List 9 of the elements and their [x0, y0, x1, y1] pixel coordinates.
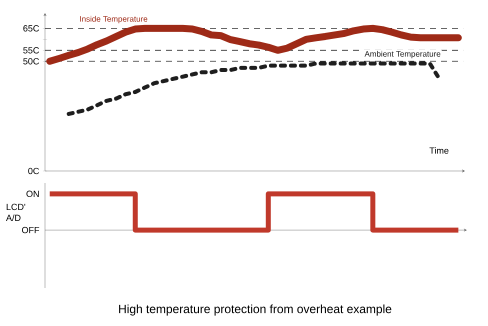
y-tick-label: 50C — [23, 58, 40, 64]
y-axis-title: LCD' A/D — [6, 204, 26, 222]
text: OFF — [22, 226, 40, 234]
x-axis-title: Time — [429, 147, 448, 154]
text: ON — [26, 190, 39, 198]
text: High temperature protection from overheat example — [119, 304, 392, 316]
y-tick-label: 55C — [23, 47, 40, 54]
y-tick-label: 65C — [23, 25, 40, 32]
y-tick-label: 0C — [28, 168, 40, 174]
